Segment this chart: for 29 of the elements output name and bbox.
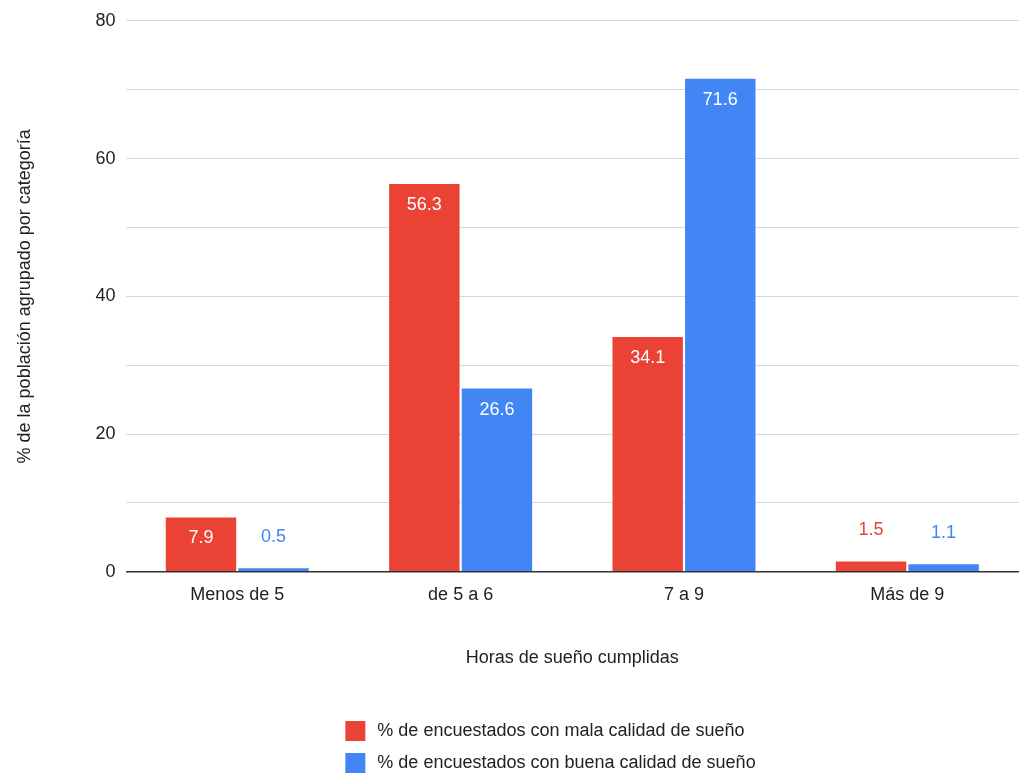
bar: [908, 564, 979, 572]
bar: [612, 336, 683, 572]
data-label: 7.9: [188, 527, 214, 548]
legend-label: % de encuestados con buena calidad de sueño: [377, 751, 756, 772]
data-label: 71.6: [702, 88, 738, 109]
legend-label: % de encuestados con mala calidad de sueño: [377, 719, 745, 740]
y-tick-label: 60: [95, 147, 116, 168]
x-axis-title: Horas de sueño cumplidas: [465, 647, 679, 668]
y-tick-label: 40: [95, 285, 116, 306]
data-label: 1.1: [931, 522, 957, 543]
bar: [389, 184, 460, 572]
data-label: 1.5: [858, 519, 884, 540]
x-tick-label: Más de 9: [870, 583, 945, 604]
bar: [238, 568, 309, 572]
data-label: 56.3: [406, 194, 442, 214]
bar: [685, 78, 756, 572]
data-label: 0.5: [261, 526, 287, 547]
y-tick-label: 0: [105, 560, 116, 581]
data-label: 34.1: [630, 346, 666, 367]
data-label: 26.6: [479, 398, 515, 419]
bar: [835, 561, 907, 572]
y-tick-label: 20: [95, 423, 116, 444]
y-tick-label: 80: [95, 9, 116, 30]
x-tick-label: 7 a 9: [663, 583, 705, 604]
bar: [461, 388, 533, 572]
bar: [165, 517, 237, 572]
x-tick-label: de 5 a 6: [428, 583, 494, 604]
x-tick-label: Menos de 5: [190, 583, 285, 604]
y-axis-title: % de la población agrupado por categoría: [13, 128, 34, 464]
